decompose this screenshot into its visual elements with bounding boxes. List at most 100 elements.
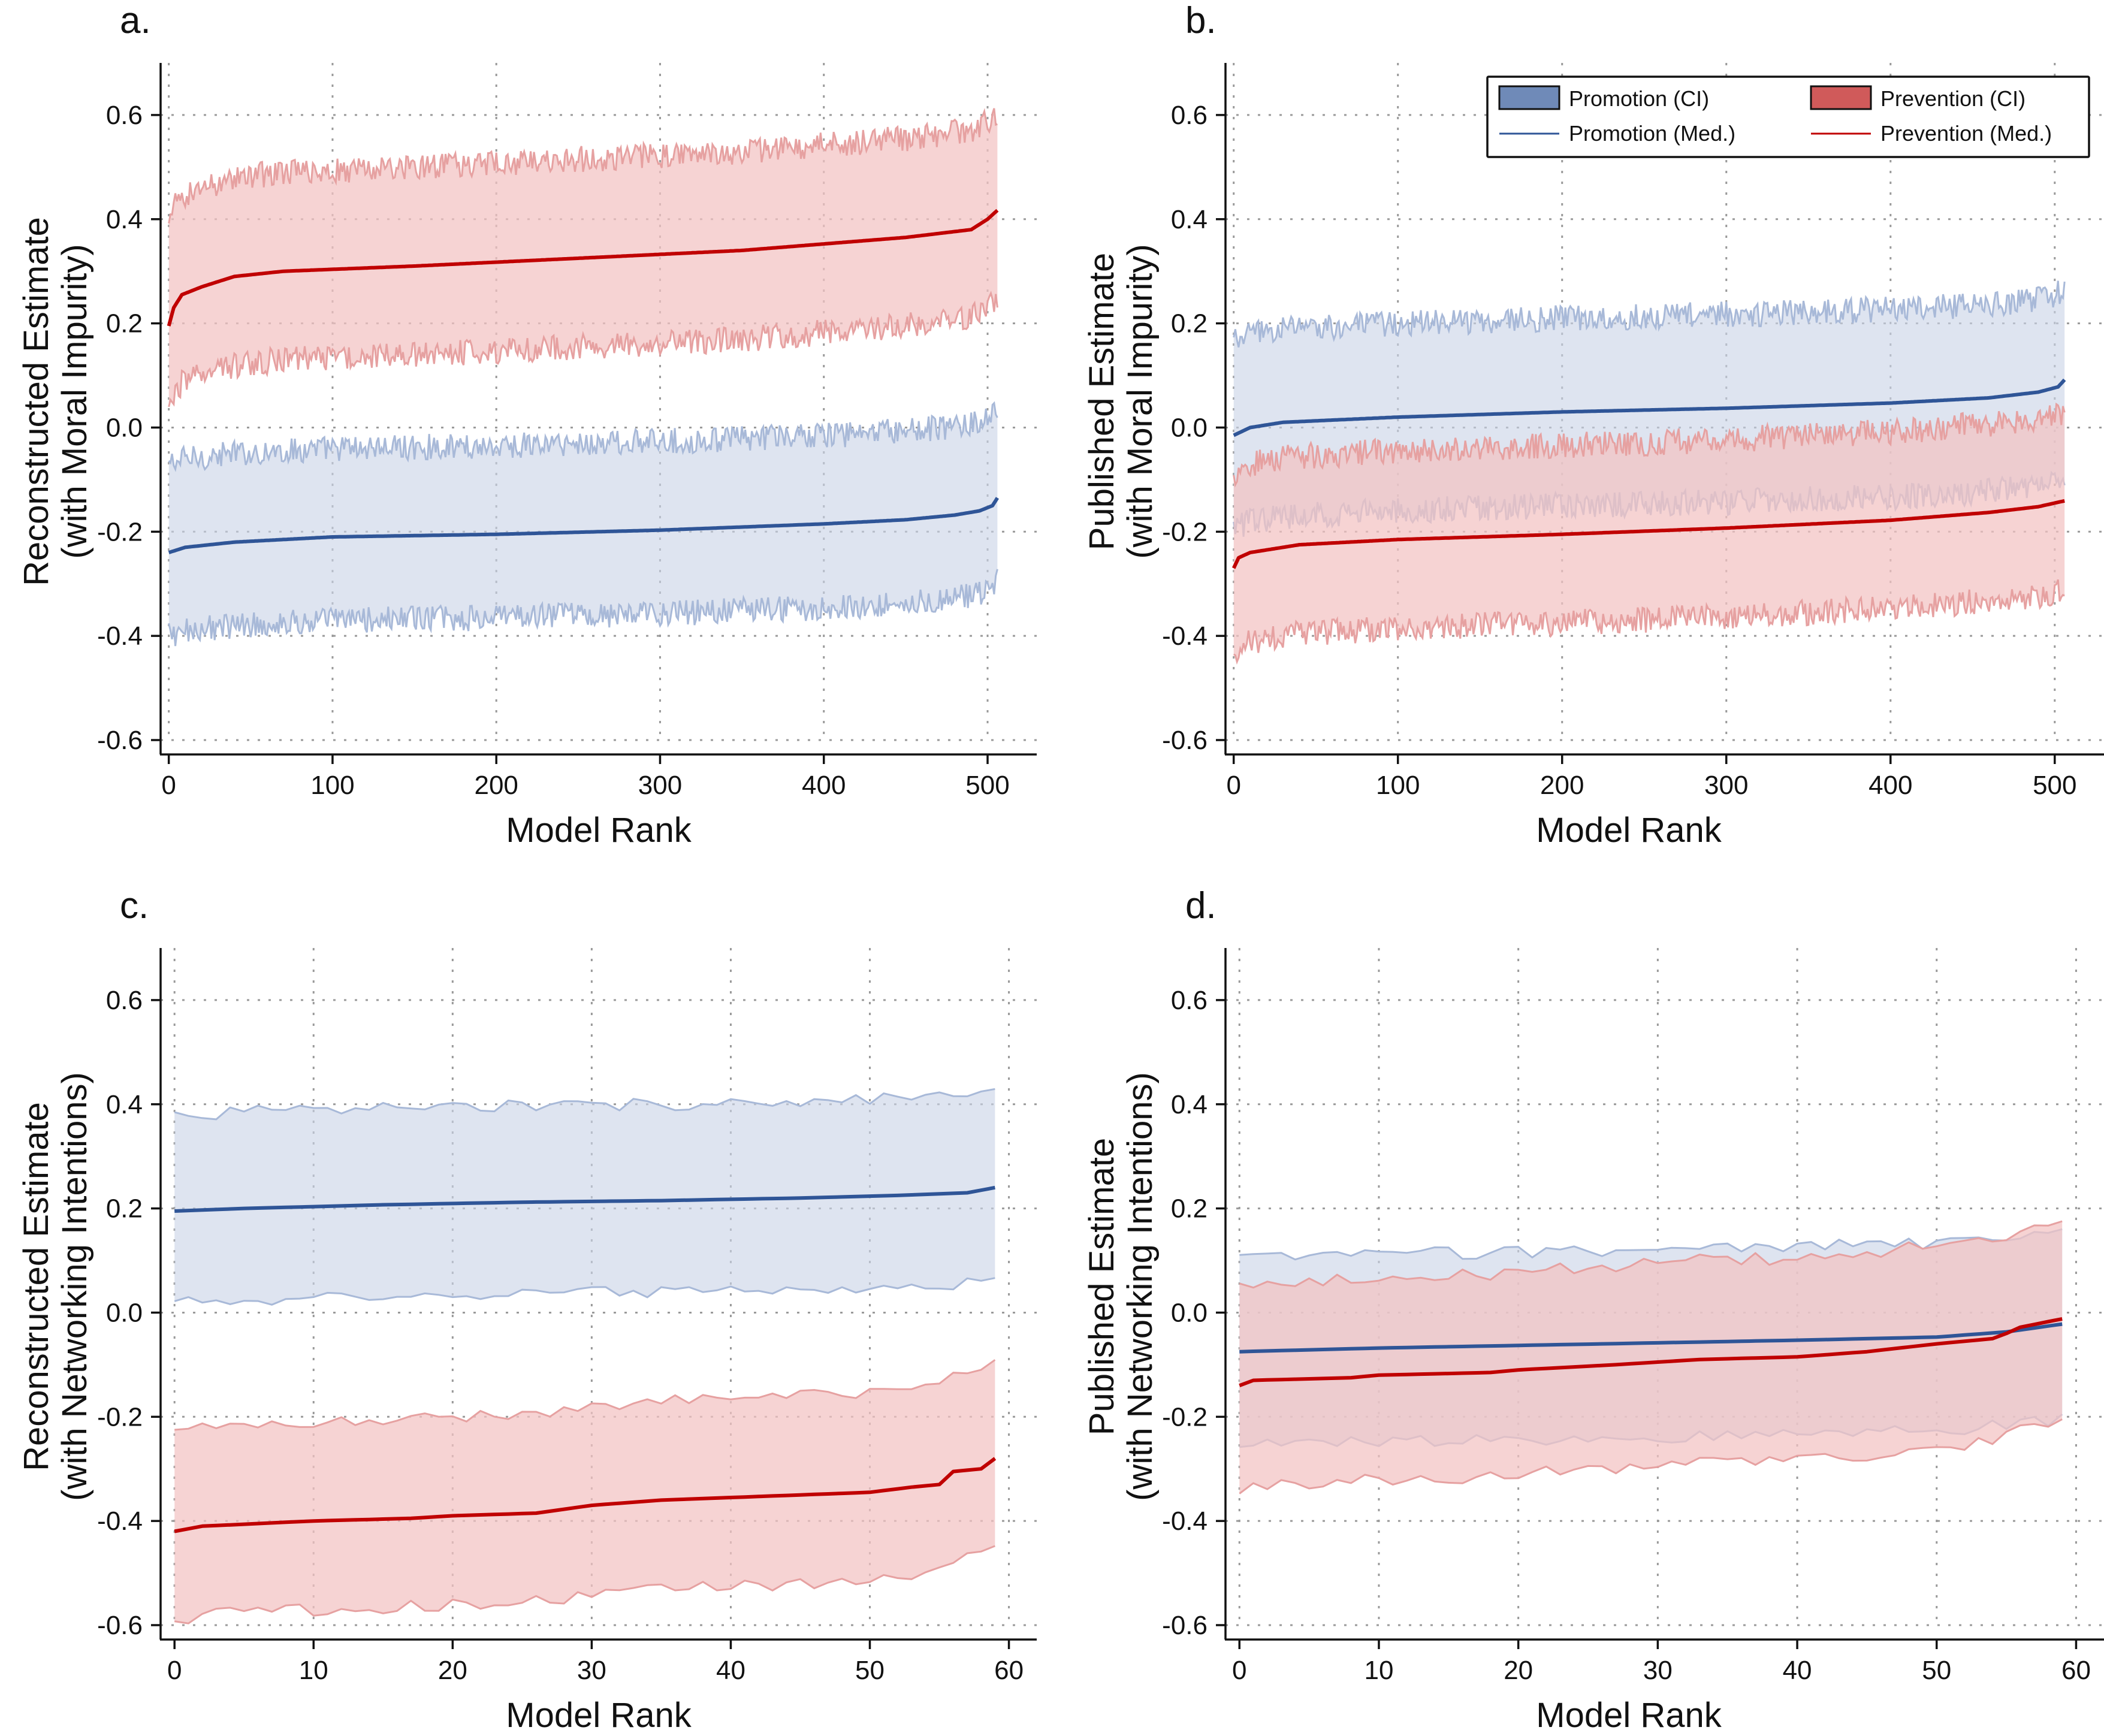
y-tick-label: 0.6 bbox=[1171, 101, 1208, 130]
promotion-ci-upper bbox=[1233, 280, 2066, 348]
y-tick-label: -0.6 bbox=[1162, 1611, 1208, 1640]
y-axis-title-line: Reconstructed Estimate bbox=[17, 217, 56, 586]
y-tick-label: -0.2 bbox=[97, 517, 143, 547]
y-axis-title-line: (with Networking Intentions) bbox=[55, 1072, 94, 1501]
x-tick-label: 300 bbox=[638, 771, 682, 800]
y-tick-label: 0.4 bbox=[1171, 1090, 1208, 1119]
y-axis-title-line: Reconstructed Estimate bbox=[17, 1102, 56, 1471]
promotion-ci-band bbox=[174, 1089, 995, 1305]
x-tick-label: 400 bbox=[802, 771, 846, 800]
y-axis-title-line: (with Moral Impurity) bbox=[1121, 244, 1160, 558]
x-tick-label: 200 bbox=[474, 771, 518, 800]
prevention-median-line bbox=[174, 1457, 997, 1533]
y-tick-label: -0.2 bbox=[97, 1402, 143, 1432]
y-tick-label: 0.0 bbox=[1171, 413, 1208, 442]
x-tick-label: 30 bbox=[577, 1656, 606, 1685]
x-tick-label: 30 bbox=[1643, 1656, 1673, 1685]
promotion-ci-lower bbox=[168, 569, 998, 647]
y-tick-label: 0.2 bbox=[1171, 309, 1208, 339]
y-tick-label: -0.6 bbox=[97, 1611, 143, 1640]
y-axis-title: Reconstructed Estimate(with Moral Impuri… bbox=[17, 217, 94, 586]
prevention-ci-band bbox=[1233, 404, 2065, 662]
y-axis-title-line: Published Estimate bbox=[1082, 1138, 1121, 1435]
y-tick-label: 0.0 bbox=[106, 413, 143, 442]
x-tick-label: 0 bbox=[1226, 771, 1240, 800]
y-tick-label: 0.4 bbox=[106, 205, 143, 234]
prevention-ci-lower bbox=[174, 1545, 995, 1625]
prevention-ci-upper bbox=[1233, 402, 2066, 488]
prevention-ci-lower bbox=[1239, 1418, 2063, 1495]
legend-promotion-ci-patch bbox=[1498, 85, 1560, 110]
legend-prevention-ci-label: Prevention (CI) bbox=[1880, 86, 2025, 111]
prevention-ci-lower bbox=[1233, 579, 2065, 665]
y-tick-label: -0.2 bbox=[1162, 1402, 1208, 1432]
x-tick-label: 0 bbox=[167, 1656, 182, 1685]
y-axis-title-line: Published Estimate bbox=[1082, 253, 1121, 550]
y-axis-title: Published Estimate(with Moral Impurity) bbox=[1082, 244, 1160, 558]
x-tick-label: 500 bbox=[2033, 771, 2076, 800]
y-tick-label: -0.6 bbox=[97, 726, 143, 755]
panel-c: 0 10 20 30 40 50 60 0.6 0.4 0.2 0.0 -0.2 -0.4 -0.6 Mod… bbox=[17, 885, 1037, 1735]
y-tick-label: -0.4 bbox=[97, 621, 143, 651]
x-tick-label: 40 bbox=[1783, 1656, 1812, 1685]
panel-b: 0 100 200 300 400 500 0.6 0.4 0.2 0.0 -0.2 -0.4 -0.6… bbox=[1082, 0, 2104, 850]
legend: Promotion (CI) Promotion (Med.) Preventi… bbox=[1486, 76, 2090, 158]
y-tick-label: 0.6 bbox=[106, 101, 143, 130]
x-tick-label: 40 bbox=[716, 1656, 745, 1685]
promotion-ci-upper bbox=[174, 1088, 995, 1121]
prevention-ci-lower bbox=[168, 291, 998, 407]
y-axis-title: Reconstructed Estimate(with Networking I… bbox=[17, 1072, 94, 1501]
prevention-median-line bbox=[1231, 499, 2065, 569]
y-tick-label: 0.0 bbox=[1171, 1298, 1208, 1327]
x-tick-label: 20 bbox=[1504, 1656, 1533, 1685]
panel-label: a. bbox=[120, 0, 151, 41]
prevention-ci-upper bbox=[174, 1359, 996, 1431]
y-tick-label: -0.6 bbox=[1162, 726, 1208, 755]
y-tick-label: 0.6 bbox=[1171, 986, 1208, 1015]
y-tick-label: 0.4 bbox=[1171, 205, 1208, 234]
promotion-ci-upper bbox=[168, 401, 998, 472]
y-tick-label: 0.2 bbox=[106, 309, 143, 339]
y-tick-label: 0.6 bbox=[106, 986, 143, 1015]
x-tick-label: 100 bbox=[310, 771, 354, 800]
prevention-median-line bbox=[167, 209, 999, 327]
legend-frame bbox=[1486, 76, 2090, 158]
x-tick-label: 50 bbox=[1922, 1656, 1951, 1685]
panel-label: b. bbox=[1185, 0, 1216, 41]
panel-a: 0 100 200 300 400 500 0.6 0.4 0.2 0.0 -0.2 -0.4 -0.6… bbox=[17, 0, 1037, 850]
promotion-ci-lower bbox=[174, 1277, 995, 1306]
legend-prevention-ci-patch bbox=[1810, 85, 1872, 110]
legend-promotion-med-label: Promotion (Med.) bbox=[1569, 121, 1735, 146]
y-tick-label: 0.2 bbox=[1171, 1194, 1208, 1224]
x-tick-label: 100 bbox=[1376, 771, 1420, 800]
panel-d: 0 10 20 30 40 50 60 0.6 0.4 0.2 0.0 -0.2 -0.4 -0.6 Mod… bbox=[1082, 885, 2104, 1735]
promotion-ci-band bbox=[168, 403, 998, 647]
prevention-ci-upper bbox=[1239, 1220, 2063, 1289]
y-tick-label: -0.4 bbox=[97, 1506, 143, 1536]
x-tick-label: 0 bbox=[161, 771, 176, 800]
x-tick-label: 200 bbox=[1540, 771, 1584, 800]
panel-label: c. bbox=[120, 885, 149, 926]
panel-label: d. bbox=[1185, 885, 1216, 926]
y-tick-label: -0.4 bbox=[1162, 1506, 1208, 1536]
x-axis-title: Model Rank bbox=[1536, 811, 1722, 850]
promotion-median-line bbox=[1239, 1322, 2063, 1354]
x-axis-title: Model Rank bbox=[506, 1696, 692, 1735]
legend-prevention-med-label: Prevention (Med.) bbox=[1880, 121, 2052, 146]
y-axis-title-line: (with Moral Impurity) bbox=[55, 244, 94, 558]
y-tick-label: 0.4 bbox=[106, 1090, 143, 1119]
prevention-ci-band bbox=[174, 1360, 995, 1624]
promotion-median-line bbox=[174, 1185, 995, 1213]
x-tick-label: 60 bbox=[994, 1656, 1024, 1685]
legend-promotion-ci-label: Promotion (CI) bbox=[1569, 86, 1709, 111]
x-tick-label: 50 bbox=[855, 1656, 885, 1685]
y-tick-label: 0.0 bbox=[106, 1298, 143, 1327]
promotion-median-line bbox=[168, 497, 999, 554]
x-axis-title: Model Rank bbox=[1536, 1696, 1722, 1735]
y-axis-title-line: (with Networking Intentions) bbox=[1121, 1072, 1160, 1501]
x-tick-label: 500 bbox=[965, 771, 1009, 800]
x-axis-title: Model Rank bbox=[506, 811, 692, 850]
y-tick-label: 0.2 bbox=[106, 1194, 143, 1224]
prevention-ci-upper bbox=[168, 108, 998, 224]
